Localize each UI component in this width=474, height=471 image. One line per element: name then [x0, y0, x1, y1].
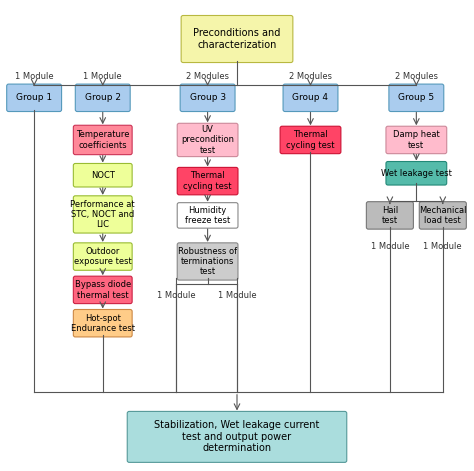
FancyBboxPatch shape [73, 276, 132, 304]
Text: 2 Modules: 2 Modules [186, 72, 229, 81]
FancyBboxPatch shape [389, 84, 444, 112]
FancyBboxPatch shape [180, 84, 235, 112]
FancyBboxPatch shape [280, 126, 341, 154]
Text: 2 Modules: 2 Modules [289, 72, 332, 81]
Text: Group 1: Group 1 [16, 93, 52, 102]
Text: Hail
test: Hail test [382, 206, 398, 225]
Text: 2 Modules: 2 Modules [395, 72, 438, 81]
FancyBboxPatch shape [73, 243, 132, 270]
Text: Robustness of
terminations
test: Robustness of terminations test [178, 247, 237, 276]
FancyBboxPatch shape [386, 162, 447, 185]
Text: Preconditions and
characterization: Preconditions and characterization [193, 28, 281, 50]
Text: Thermal
cycling test: Thermal cycling test [183, 171, 232, 191]
FancyBboxPatch shape [73, 196, 132, 233]
Text: Mechanical
load test: Mechanical load test [419, 206, 466, 225]
Text: Wet leakage test: Wet leakage test [381, 169, 452, 178]
FancyBboxPatch shape [127, 411, 347, 463]
Text: 1 Module: 1 Module [15, 72, 54, 81]
Text: Humidity
freeze test: Humidity freeze test [185, 206, 230, 225]
Text: Group 4: Group 4 [292, 93, 328, 102]
Text: UV
precondition
test: UV precondition test [181, 125, 234, 155]
FancyBboxPatch shape [283, 84, 338, 112]
FancyBboxPatch shape [181, 16, 293, 63]
Text: Group 5: Group 5 [398, 93, 434, 102]
FancyBboxPatch shape [73, 309, 132, 337]
Text: Group 2: Group 2 [85, 93, 121, 102]
Text: 1 Module: 1 Module [371, 242, 409, 251]
FancyBboxPatch shape [366, 202, 413, 229]
Text: Outdoor
exposure test: Outdoor exposure test [74, 247, 132, 266]
Text: 1 Module: 1 Module [83, 72, 122, 81]
Text: Bypass diode
thermal test: Bypass diode thermal test [74, 280, 131, 300]
Text: Performance at
STC, NOCT and
LIC: Performance at STC, NOCT and LIC [71, 200, 135, 229]
Text: 1 Module: 1 Module [157, 291, 196, 300]
FancyBboxPatch shape [73, 125, 132, 154]
Text: Temperature
coefficients: Temperature coefficients [76, 130, 129, 150]
Text: NOCT: NOCT [91, 171, 115, 180]
Text: Thermal
cycling test: Thermal cycling test [286, 130, 335, 150]
FancyBboxPatch shape [7, 84, 62, 112]
Text: Damp heat
test: Damp heat test [393, 130, 440, 150]
FancyBboxPatch shape [177, 243, 238, 280]
Text: Stabilization, Wet leakage current
test and output power
determination: Stabilization, Wet leakage current test … [155, 420, 319, 454]
Text: 1 Module: 1 Module [218, 291, 256, 300]
FancyBboxPatch shape [73, 163, 132, 187]
Text: 1 Module: 1 Module [423, 242, 462, 251]
FancyBboxPatch shape [177, 123, 238, 157]
FancyBboxPatch shape [386, 126, 447, 154]
FancyBboxPatch shape [177, 203, 238, 228]
Text: Group 3: Group 3 [190, 93, 226, 102]
Text: Hot-spot
Endurance test: Hot-spot Endurance test [71, 314, 135, 333]
FancyBboxPatch shape [419, 202, 466, 229]
FancyBboxPatch shape [177, 167, 238, 195]
FancyBboxPatch shape [75, 84, 130, 112]
